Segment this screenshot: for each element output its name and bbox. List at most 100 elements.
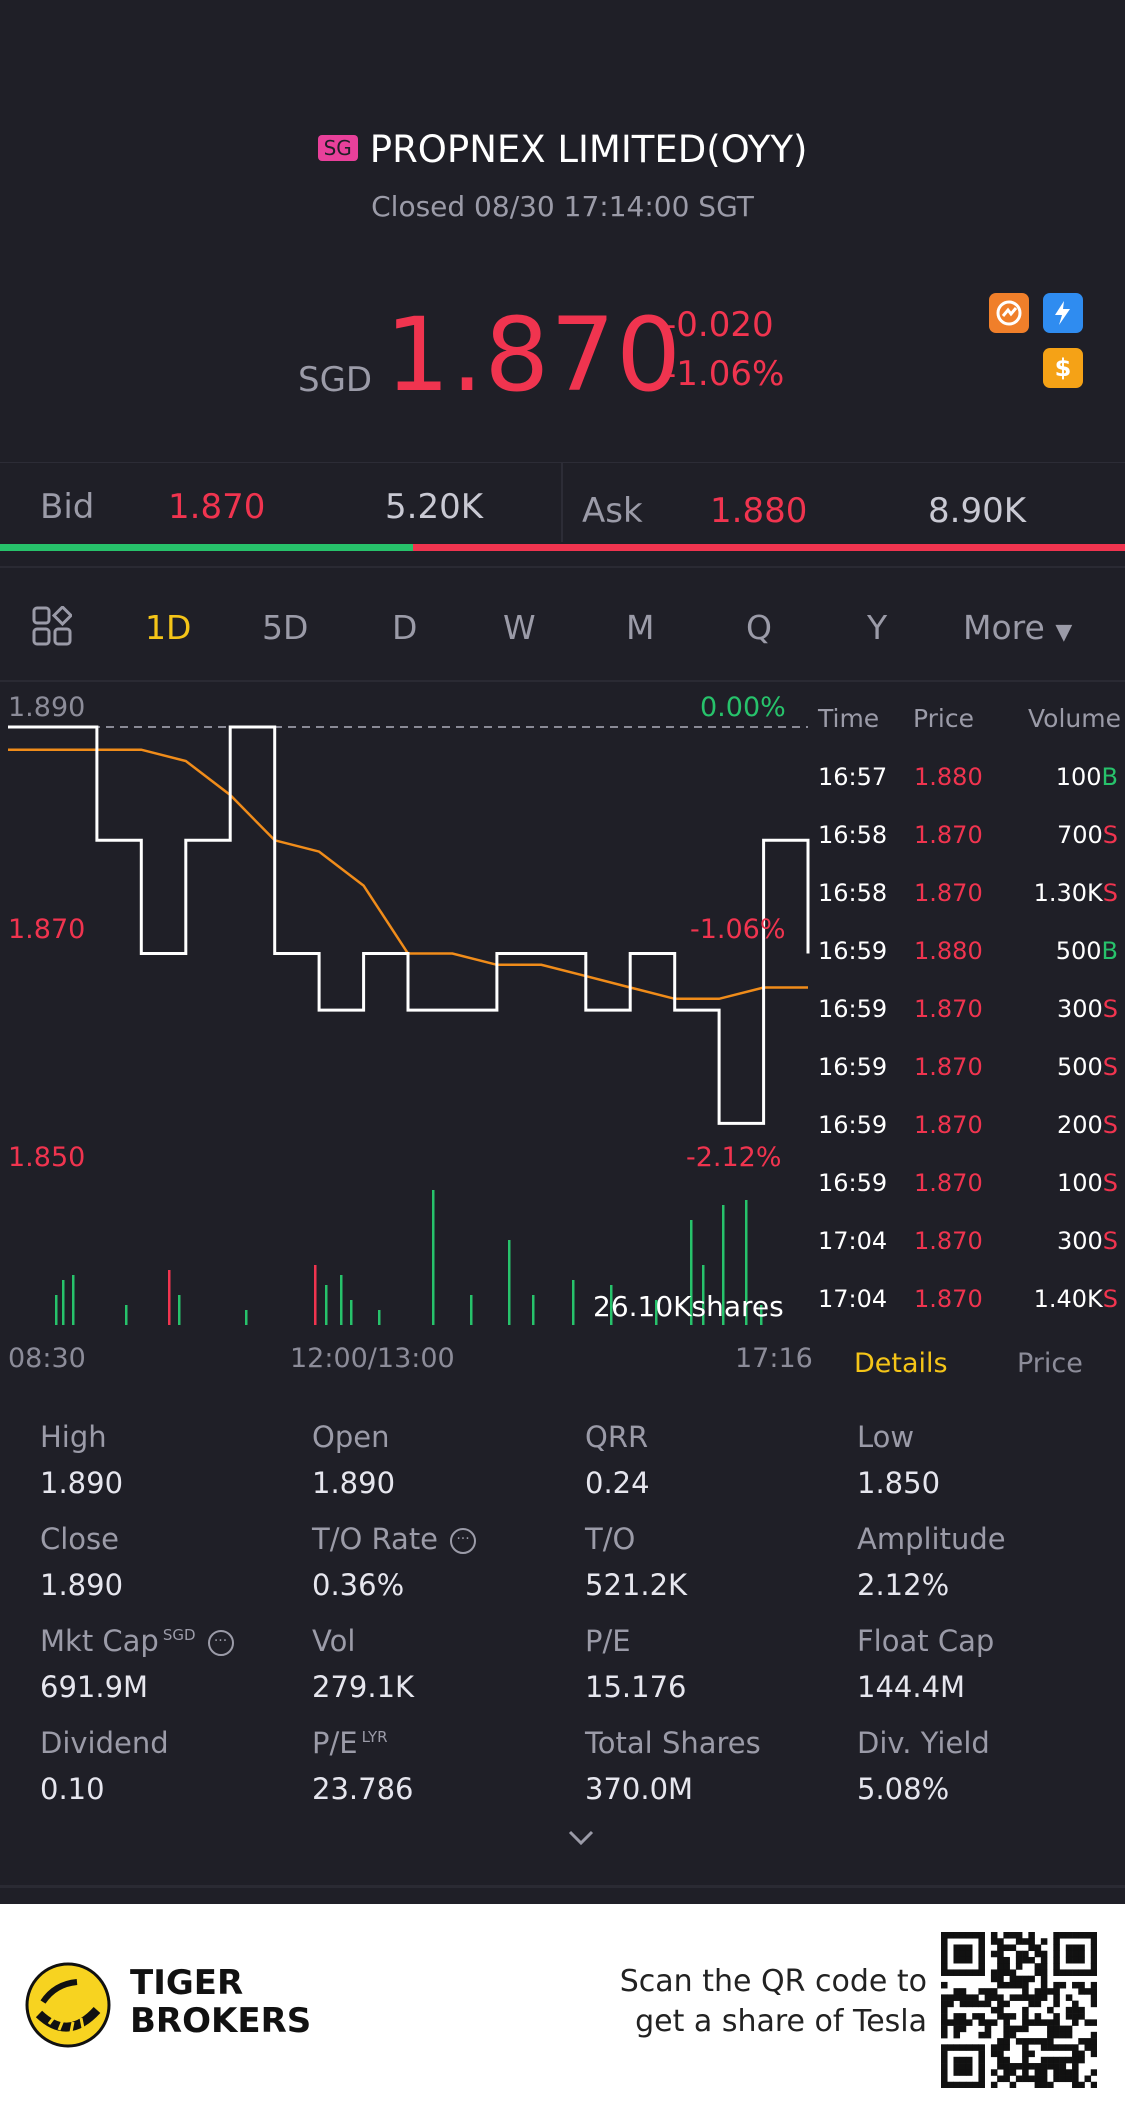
bid-ask-bar: Bid 1.870 5.20K Ask 1.880 8.90K bbox=[0, 462, 1125, 543]
trade-row: 16:58 1.870 700S bbox=[818, 821, 1118, 879]
stat-value: 0.36% bbox=[312, 1568, 405, 1602]
currency-label: SGD bbox=[298, 360, 373, 400]
stat-label: High bbox=[40, 1420, 107, 1454]
bid-ask-divider bbox=[561, 462, 563, 542]
stat-label: Open bbox=[312, 1420, 390, 1454]
volume-bar bbox=[702, 1265, 705, 1325]
trade-price: 1.870 bbox=[914, 1169, 983, 1197]
tab-w[interactable]: W bbox=[503, 608, 536, 647]
stat-label: Close bbox=[40, 1522, 119, 1556]
trade-volume: 300S bbox=[1056, 1227, 1118, 1255]
grid-menu-icon[interactable] bbox=[32, 604, 74, 650]
volume-bar bbox=[722, 1205, 725, 1325]
flash-icon[interactable] bbox=[1043, 293, 1083, 333]
tab-5d[interactable]: 5D bbox=[262, 608, 309, 647]
price-change-percent: -1.06% bbox=[664, 354, 785, 394]
price-tab[interactable]: Price bbox=[1017, 1348, 1083, 1379]
tab-1d[interactable]: 1D bbox=[145, 608, 192, 647]
price-line bbox=[8, 725, 810, 1125]
pct-label-low: -2.12% bbox=[686, 1142, 782, 1173]
divider bbox=[0, 566, 1125, 568]
cta-line-2: get a share of Tesla bbox=[635, 2004, 927, 2039]
pct-label-top: 0.00% bbox=[700, 692, 786, 723]
stock-title: SG PROPNEX LIMITED(OYY) bbox=[0, 128, 1125, 171]
trade-price: 1.870 bbox=[914, 821, 983, 849]
col-time: Time bbox=[818, 704, 880, 733]
trade-volume: 1.30KS bbox=[1033, 879, 1118, 907]
stat-superscript: SGD bbox=[162, 1626, 196, 1645]
tab-m[interactable]: M bbox=[626, 608, 655, 647]
trade-price: 1.870 bbox=[914, 995, 983, 1023]
trade-price: 1.870 bbox=[914, 1227, 983, 1255]
volume-bar bbox=[610, 1285, 613, 1325]
tab-d[interactable]: D bbox=[392, 608, 418, 647]
y-axis-label-mid: 1.870 bbox=[8, 914, 86, 945]
tab-more-label: More bbox=[963, 608, 1045, 647]
tab-more[interactable]: More ▼ bbox=[963, 608, 1072, 647]
caret-down-icon: ▼ bbox=[1055, 620, 1073, 645]
divider bbox=[0, 1885, 1125, 1888]
trade-time: 16:59 bbox=[818, 995, 888, 1023]
cta-line-1: Scan the QR code to bbox=[619, 1964, 927, 1999]
x-axis-start: 08:30 bbox=[8, 1343, 86, 1374]
trade-row: 17:04 1.870 300S bbox=[818, 1227, 1118, 1285]
trade-side: S bbox=[1102, 821, 1118, 849]
volume-bar bbox=[760, 1305, 763, 1325]
info-ellipsis-icon[interactable]: ··· bbox=[450, 1528, 477, 1554]
stat-value: 1.850 bbox=[857, 1466, 941, 1500]
volume-bar bbox=[55, 1295, 58, 1325]
stat-value: 144.4M bbox=[857, 1670, 966, 1704]
stat-value: 1.890 bbox=[40, 1466, 124, 1500]
dollar-icon[interactable]: $ bbox=[1043, 348, 1083, 388]
market-badge: SG bbox=[317, 134, 358, 161]
volume-bar bbox=[245, 1310, 248, 1325]
stat-label: Total Shares bbox=[585, 1726, 761, 1760]
chevron-down-icon[interactable] bbox=[566, 1828, 596, 1852]
trade-time: 16:58 bbox=[818, 821, 888, 849]
trade-time: 16:59 bbox=[818, 1111, 888, 1139]
bid-size: 5.20K bbox=[385, 487, 483, 527]
stat-value: 0.10 bbox=[40, 1772, 105, 1806]
stat-value: 370.0M bbox=[585, 1772, 694, 1806]
trade-time: 17:04 bbox=[818, 1285, 888, 1313]
y-axis-label-top: 1.890 bbox=[8, 692, 86, 723]
stat-value: 5.08% bbox=[857, 1772, 950, 1806]
trade-side: S bbox=[1102, 1111, 1118, 1139]
trade-volume: 100S bbox=[1056, 1169, 1118, 1197]
details-tab[interactable]: Details bbox=[854, 1348, 948, 1379]
volume-bar bbox=[340, 1275, 343, 1325]
volume-bar bbox=[325, 1285, 328, 1325]
stat-superscript: LYR bbox=[361, 1728, 388, 1747]
trade-row: 16:58 1.870 1.30KS bbox=[818, 879, 1118, 937]
ask-ratio-bar bbox=[413, 544, 1125, 551]
stat-value: 1.890 bbox=[312, 1466, 396, 1500]
brand-line-1: TIGER bbox=[130, 1963, 244, 2003]
trade-time: 16:57 bbox=[818, 763, 888, 791]
tab-y[interactable]: Y bbox=[867, 608, 888, 647]
stat-label: P/E LYR bbox=[312, 1726, 388, 1760]
trade-row: 16:59 1.870 500S bbox=[818, 1053, 1118, 1111]
stat-label: P/E bbox=[585, 1624, 631, 1658]
trade-side: S bbox=[1102, 1053, 1118, 1081]
volume-bar bbox=[690, 1220, 693, 1325]
stat-value: 521.2K bbox=[585, 1568, 688, 1602]
stat-label: Div. Yield bbox=[857, 1726, 990, 1760]
tiger-logo-icon bbox=[25, 1962, 111, 2052]
gauge-icon[interactable] bbox=[989, 293, 1029, 333]
trade-side: S bbox=[1102, 1169, 1118, 1197]
volume-bar bbox=[72, 1275, 75, 1325]
volume-bar bbox=[470, 1295, 473, 1325]
stat-value: 15.176 bbox=[585, 1670, 687, 1704]
trade-row: 16:57 1.880 100B bbox=[818, 763, 1118, 821]
trade-price: 1.880 bbox=[914, 937, 983, 965]
tab-q[interactable]: Q bbox=[746, 608, 772, 647]
trade-volume: 300S bbox=[1056, 995, 1118, 1023]
ask-size: 8.90K bbox=[928, 491, 1026, 531]
market-status: Closed 08/30 17:14:00 SGT bbox=[371, 190, 754, 223]
volume-bar bbox=[314, 1265, 317, 1325]
info-ellipsis-icon[interactable]: ··· bbox=[207, 1630, 234, 1656]
stat-label: Mkt Cap SGD ··· bbox=[40, 1624, 234, 1658]
trade-row: 16:59 1.870 200S bbox=[818, 1111, 1118, 1169]
intraday-chart[interactable] bbox=[0, 690, 815, 1330]
trade-side: S bbox=[1102, 879, 1118, 907]
